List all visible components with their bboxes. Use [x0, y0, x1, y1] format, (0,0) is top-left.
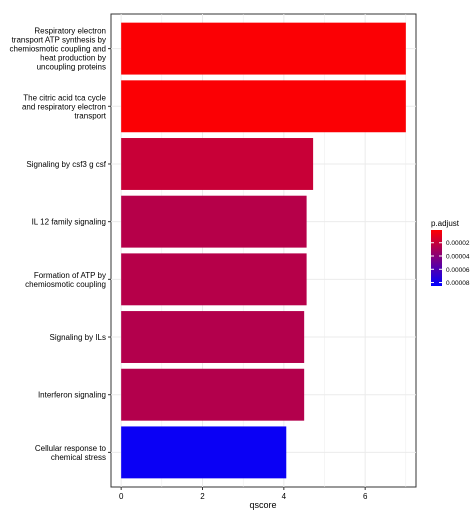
bar [121, 195, 307, 248]
y-tick-label: Formation of ATP by chemiosmotic coupling [25, 271, 106, 289]
y-tick-label: Interferon signaling [38, 391, 106, 400]
legend-colorbar [431, 230, 442, 286]
legend-tick-label: 0.00002 [446, 240, 470, 247]
y-tick-label: Signaling by ILs [50, 333, 106, 342]
x-tick-label: 0 [119, 492, 124, 501]
bar [121, 368, 305, 421]
bars [121, 22, 406, 479]
bar [121, 253, 307, 306]
bar [121, 426, 287, 479]
x-tick-label: 4 [282, 492, 287, 501]
bar [121, 80, 406, 133]
bar [121, 311, 305, 363]
x-axis-title: qscore [249, 500, 276, 510]
x-axis: 0 2 4 6 [119, 487, 368, 501]
legend-tick-label: 0.00008 [446, 280, 470, 287]
x-tick-label: 6 [363, 492, 368, 501]
y-tick-label: The citric acid tca cycle and respiratory… [22, 93, 107, 120]
y-tick-label: Signaling by csf3 g csf [26, 160, 106, 169]
y-tick-label: IL 12 family signaling [32, 218, 106, 227]
panel-border [110, 13, 417, 488]
legend: p.adjust 0.00002 0.00004 0.00006 0.00008 [431, 219, 470, 287]
legend-tick-label: 0.00006 [446, 267, 470, 274]
y-tick-label: Cellular response to chemical stress [35, 444, 107, 462]
bar [121, 138, 314, 190]
y-tick-label: Respiratory electron transport ATP synthe… [10, 27, 107, 72]
legend-tick-label: 0.00004 [446, 254, 470, 261]
y-axis-labels: Respiratory electron transport ATP synthe… [10, 27, 111, 462]
x-tick-label: 2 [200, 492, 205, 501]
legend-title: p.adjust [431, 219, 460, 228]
bar [121, 22, 406, 75]
